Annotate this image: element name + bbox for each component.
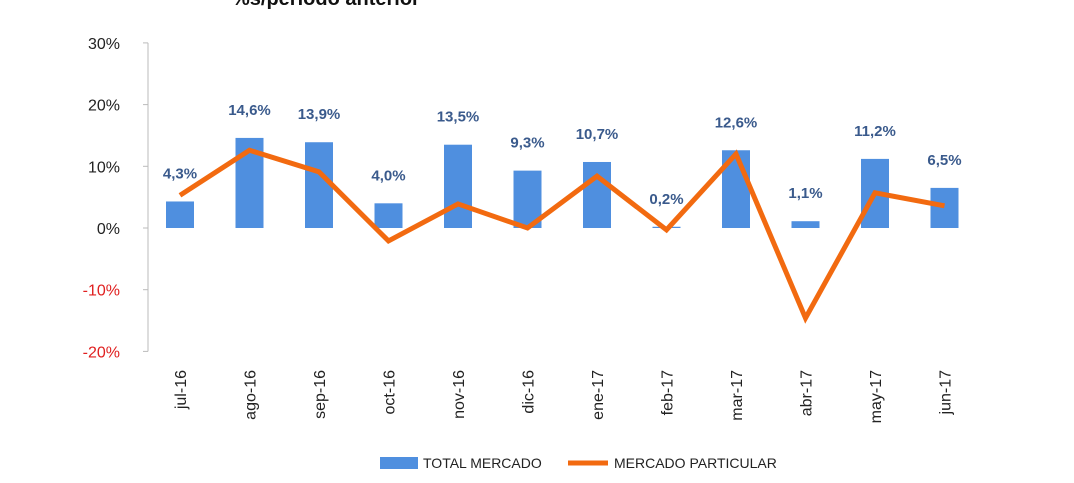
data-label: 9,3% xyxy=(510,135,544,152)
bar xyxy=(374,203,403,228)
x-tick-label: dic-16 xyxy=(521,370,538,414)
x-tick-label: ago-16 xyxy=(243,370,260,420)
y-tick-label: 20% xyxy=(88,98,120,115)
y-tick-label: 10% xyxy=(88,159,120,176)
bar xyxy=(791,221,820,228)
data-label: 13,5% xyxy=(437,109,480,126)
legend-label: TOTAL MERCADO xyxy=(423,455,542,471)
y-tick-label: -20% xyxy=(83,344,120,361)
legend-swatch-bar xyxy=(380,457,418,469)
bar xyxy=(305,142,333,228)
data-label: 11,2% xyxy=(854,123,896,140)
x-tick-label: mar-17 xyxy=(729,370,746,421)
x-tick-label: oct-16 xyxy=(382,370,399,415)
data-label: 13,9% xyxy=(298,106,341,123)
data-label: 1,1% xyxy=(788,185,822,202)
y-tick-label: 30% xyxy=(88,36,120,53)
data-label: 12,6% xyxy=(715,114,758,131)
y-tick-label: -10% xyxy=(83,283,120,300)
data-label: 10,7% xyxy=(576,126,619,143)
bar xyxy=(444,144,472,228)
x-tick-label: jun-17 xyxy=(938,370,955,416)
x-tick-label: sep-16 xyxy=(312,370,329,419)
x-tick-label: abr-17 xyxy=(799,370,816,416)
x-tick-label: jul-16 xyxy=(173,370,190,410)
line-series xyxy=(178,147,945,324)
x-tick-label: may-17 xyxy=(868,370,885,423)
x-tick-label: ene-17 xyxy=(590,370,607,420)
data-label: 14,6% xyxy=(228,102,271,119)
x-tick-label: nov-16 xyxy=(451,370,468,419)
bar xyxy=(930,187,959,228)
data-label: 4,3% xyxy=(163,165,197,182)
data-label: 6,5% xyxy=(927,152,961,169)
bar xyxy=(166,201,194,228)
x-tick-label: feb-17 xyxy=(660,370,677,415)
bar xyxy=(583,161,611,228)
y-tick-label: 0% xyxy=(97,221,120,238)
legend-label: MERCADO PARTICULAR xyxy=(614,455,777,471)
chart-title: %s/periodo anterior xyxy=(232,0,420,11)
data-label: 0,2% xyxy=(649,191,683,208)
data-label: 4,0% xyxy=(371,167,405,184)
